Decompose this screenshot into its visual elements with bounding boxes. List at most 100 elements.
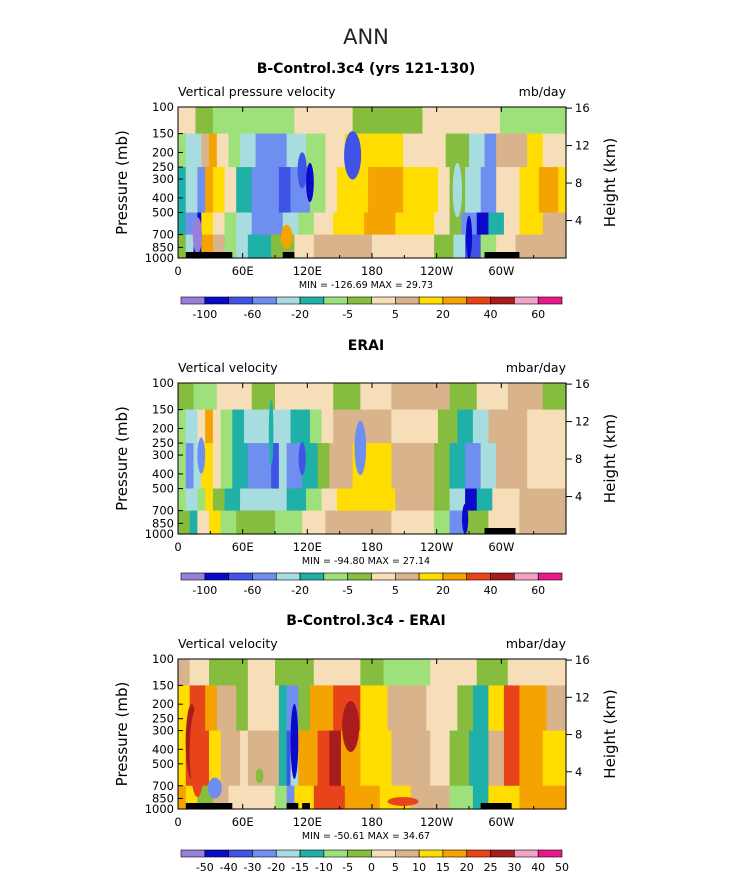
- panel-title: B-Control.3c4 - ERAI: [286, 613, 445, 629]
- colorbar-swatch: [228, 572, 253, 581]
- field-cell: [309, 685, 334, 732]
- field-cell: [333, 212, 365, 236]
- x-tick-label: 120W: [420, 264, 453, 278]
- colorbar-swatch: [204, 296, 229, 305]
- y-tick-label: 850: [152, 516, 174, 530]
- colorbar-swatch: [204, 849, 229, 858]
- field-cell: [488, 730, 505, 787]
- height-tick-label: 4: [575, 490, 582, 504]
- field-cell: [185, 409, 198, 444]
- y-tick-label: 100: [152, 100, 174, 114]
- field-cell: [391, 383, 451, 411]
- field-cell: [201, 212, 214, 236]
- colorbar-swatch: [490, 849, 515, 858]
- field-cell: [476, 659, 509, 687]
- colorbar-swatch: [537, 572, 563, 581]
- panel-title: ERAI: [348, 338, 384, 354]
- field-cell: [224, 212, 237, 236]
- field-cell: [197, 409, 206, 444]
- field-cell: [437, 409, 458, 444]
- colorbar-label: 40: [484, 584, 498, 597]
- field-cell: [546, 685, 567, 732]
- field-feature: [255, 768, 264, 784]
- field-cell: [368, 167, 404, 214]
- field-cell: [251, 212, 284, 236]
- field-cell: [209, 659, 249, 687]
- figure-title: ANN: [343, 25, 389, 49]
- field-cell: [216, 383, 253, 411]
- field-cell: [313, 659, 361, 687]
- field-cell: [178, 212, 187, 236]
- field-feature: [354, 420, 367, 476]
- y-tick-label: 500: [152, 482, 174, 496]
- field-cell: [519, 510, 567, 535]
- field-feature: [280, 224, 293, 249]
- field-cell: [212, 443, 222, 490]
- field-cell: [325, 510, 392, 535]
- field-cell: [178, 488, 187, 512]
- y-tick-label: 700: [152, 779, 174, 793]
- colorbar-swatch: [466, 296, 491, 305]
- field-cell: [488, 685, 505, 732]
- field-cell: [275, 510, 303, 535]
- field-cell: [329, 730, 342, 787]
- colorbar-swatch: [347, 296, 372, 305]
- field-cell: [500, 107, 567, 135]
- colorbar-swatch: [490, 572, 515, 581]
- height-tick-label: 4: [575, 765, 582, 779]
- colorbar-label: -30: [243, 861, 261, 873]
- field-cell: [480, 167, 497, 214]
- field-cell: [178, 234, 187, 259]
- terrain-mask: [197, 803, 225, 809]
- field-cell: [195, 107, 214, 135]
- field-cell: [538, 167, 559, 214]
- terrain-mask: [302, 803, 310, 809]
- field-cell: [302, 443, 319, 490]
- field-feature: [462, 503, 469, 534]
- field-cell: [247, 685, 280, 732]
- field-cell: [465, 167, 482, 214]
- field-cell: [387, 685, 427, 732]
- field-cell: [286, 730, 292, 787]
- colorbar-swatch: [347, 572, 372, 581]
- field-cell: [426, 685, 458, 732]
- field-cell: [220, 510, 237, 535]
- field-cell: [449, 730, 470, 787]
- colorbar-label: 20: [436, 308, 450, 321]
- y-tick-label: 150: [152, 127, 174, 141]
- colorbar-swatch: [371, 572, 396, 581]
- field-cell: [290, 409, 311, 444]
- colorbar-label: -40: [220, 861, 238, 873]
- colorbar-label: 30: [507, 861, 521, 873]
- colorbar-label: 40: [484, 308, 498, 321]
- field-cell: [445, 133, 470, 168]
- y-tick-label: 300: [152, 448, 174, 462]
- colorbar-swatch: [228, 849, 253, 858]
- field-cell: [251, 383, 276, 411]
- field-cell: [465, 510, 489, 535]
- field-cell: [558, 167, 567, 214]
- chart-panel-2: ERAI Vertical velocity mbar/day 0 60E 120E 180…: [113, 338, 619, 597]
- field-cell: [197, 167, 206, 214]
- chart-panel-1: B-Control.3c4 (yrs 121-130) Vertical pres…: [113, 61, 619, 321]
- colorbar-swatch: [466, 849, 491, 858]
- field-cell: [197, 488, 206, 512]
- colorbar-swatch: [514, 296, 539, 305]
- height-axis-label: Height (km): [601, 689, 619, 778]
- colorbar-swatch: [395, 572, 420, 581]
- field-cell: [469, 133, 486, 168]
- field-cell: [212, 212, 226, 236]
- field-cell: [247, 234, 272, 259]
- field-cell: [212, 167, 226, 214]
- x-tick-label: 180: [361, 815, 383, 829]
- colorbar: -50 -40 -30 -20 -15 -10 -5 0 5 10 15 20 25 30 40 50: [180, 849, 569, 873]
- colorbar-swatch: [299, 849, 325, 858]
- colorbar-label: -100: [192, 308, 217, 321]
- field-cell: [240, 730, 249, 787]
- field-cell: [247, 443, 272, 490]
- field-cell: [294, 107, 354, 135]
- colorbar-swatch: [514, 849, 539, 858]
- y-tick-label: 200: [152, 145, 174, 159]
- colorbar-label: -10: [315, 861, 333, 873]
